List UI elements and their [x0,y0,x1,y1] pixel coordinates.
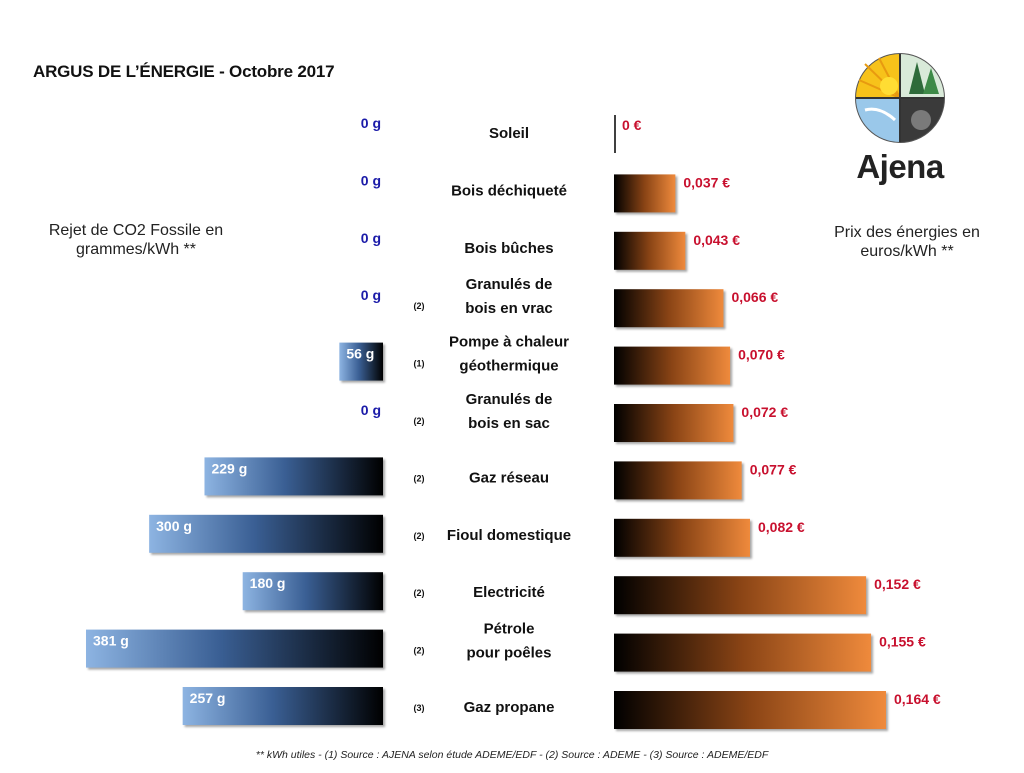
co2-value-label: 0 g [361,172,381,188]
category-label: Pompe à chaleur géothermique [449,334,569,375]
price-bar [614,691,886,729]
source-marker: (3) [414,703,425,713]
category-label: Fioul domestique [447,527,571,544]
price-bar [614,633,872,672]
co2-value-label: 0 g [361,287,381,303]
price-value-label: 0 € [622,117,642,133]
source-marker: (2) [414,416,425,426]
price-bar [614,518,750,557]
category-label: Pétrole pour poêles [466,621,551,662]
price-value-label: 0,066 € [731,289,778,305]
source-marker: (2) [414,531,425,541]
co2-value-label: 56 g [346,346,374,362]
price-bar [614,289,724,328]
co2-bar [182,687,383,725]
price-value-label: 0,077 € [750,461,797,477]
source-marker: (2) [414,646,425,656]
price-axis-label: Prix des énergies en euros/kWh ** [834,224,980,260]
source-marker: (2) [414,301,425,311]
co2-value-label: 229 g [211,460,247,476]
category-label: Soleil [489,125,529,142]
price-bar [614,461,742,500]
price-value-label: 0,070 € [738,347,785,363]
price-value-label: 0,072 € [741,404,788,420]
price-value-label: 0,164 € [894,691,941,707]
category-label: Bois bûches [464,240,553,257]
source-marker: (2) [414,588,425,598]
price-value-label: 0,037 € [683,174,730,190]
category-label: Gaz propane [464,699,555,716]
category-label: Gaz réseau [469,469,549,486]
price-value-label: 0,155 € [879,634,926,650]
price-value-label: 0,082 € [758,519,805,535]
category-label: Granulés de bois en vrac [465,276,553,317]
price-bar [614,404,734,442]
category-label: Electricité [473,584,545,601]
co2-value-label: 180 g [250,575,286,591]
logo-text: Ajena [856,148,944,185]
source-marker: (2) [414,473,425,483]
price-bar [614,346,731,385]
source-marker: (1) [414,359,425,369]
co2-axis-label: Rejet de CO2 Fossile en grammes/kWh ** [48,222,224,258]
co2-bar [149,514,383,553]
price-bar [614,576,867,615]
co2-value-label: 381 g [93,633,129,649]
footnote: ** kWh utiles - (1) Source : AJENA selon… [255,749,769,761]
co2-value-label: 0 g [361,230,381,246]
price-value-label: 0,043 € [693,232,740,248]
co2-value-label: 0 g [361,402,381,418]
co2-value-label: 257 g [190,690,226,706]
price-bar [614,174,676,213]
category-label: Granulés de bois en sac [466,391,553,432]
price-bar [614,231,686,270]
chart-title: ARGUS DE L’ÉNERGIE - Octobre 2017 [33,62,335,81]
co2-value-label: 300 g [156,518,192,534]
category-label: Bois déchiqueté [451,182,567,199]
co2-bar [204,457,383,496]
ajena-logo-icon [855,53,945,143]
co2-value-label: 0 g [361,115,381,131]
co2-bar [86,629,383,668]
co2-bar [242,572,383,611]
co2-bar [339,342,383,381]
price-value-label: 0,152 € [874,576,921,592]
